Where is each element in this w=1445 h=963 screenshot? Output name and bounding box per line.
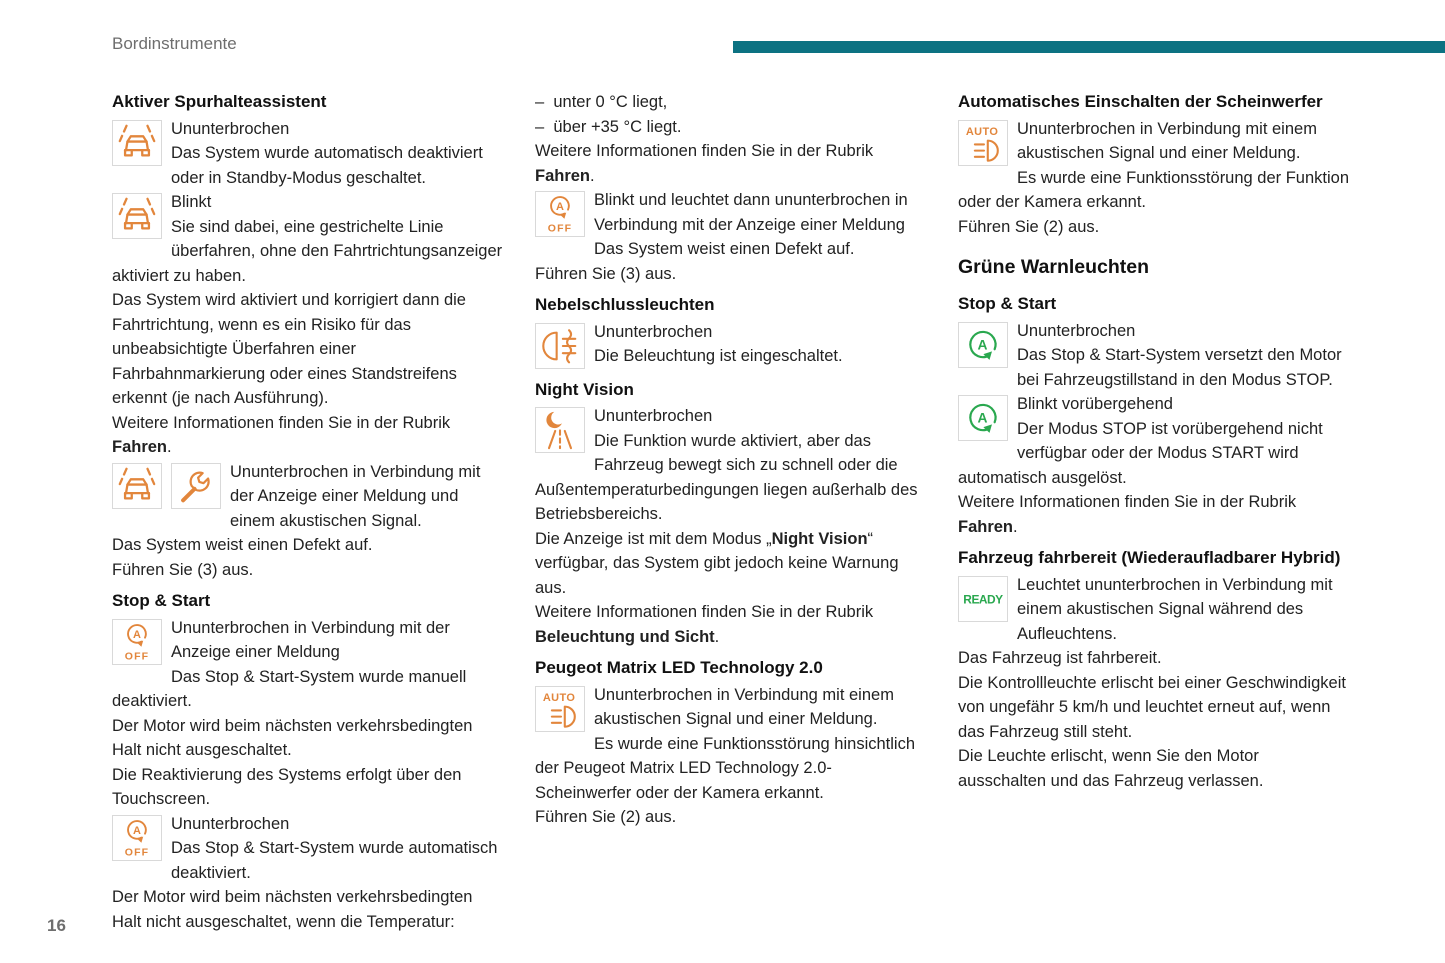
heading-stop-start-green: Stop & Start [958, 294, 1057, 313]
lane-keeping-icon [112, 462, 162, 509]
list-item: – über +35 °C liegt. [535, 117, 682, 136]
icon-block: Ununterbrochen in Verbindung mit der Anz… [112, 460, 504, 583]
paragraph: Weitere Informationen finden Sie in der … [958, 493, 1297, 536]
stop-start-green-icon [958, 321, 1008, 368]
icon-block: Ununterbrochen Die Beleuchtung ist einges… [535, 320, 927, 371]
icon-block: Ununterbrochen Das Stop & Start-System wu… [112, 812, 504, 935]
icon-block: Ununterbrochen Das Stop & Start-System ve… [958, 319, 1350, 393]
icon-block: Blinkt Sie sind dabei, eine gestrichelte … [112, 190, 504, 288]
breadcrumb: Bordinstrumente [112, 34, 237, 53]
heading-night-vision: Night Vision [535, 379, 634, 399]
heading-automatisches-einschalten: Automatisches Einschalten der Scheinwerf… [958, 92, 1323, 111]
page-number: 16 [47, 916, 66, 935]
column-3: Automatisches Einschalten der Scheinwerf… [958, 88, 1350, 934]
section-title-gruene-warnleuchten: Grüne Warnleuchten [958, 256, 1150, 278]
column-1: Aktiver Spurhalteassistent Ununterbroche… [112, 88, 504, 934]
stop-start-off-icon [112, 814, 162, 861]
paragraph: Weitere Informationen finden Sie in der … [112, 413, 451, 457]
list-item: – unter 0 °C liegt, [535, 93, 668, 111]
block-text: Ununterbrochen Das Stop & Start-System ve… [1017, 321, 1342, 389]
block-text: Ununterbrochen Die Funktion wurde aktivie… [535, 407, 918, 523]
night-vision-icon [535, 407, 585, 453]
paragraph: Die Anzeige ist mit dem Modus „Night Vis… [535, 529, 899, 597]
block-text: Ununterbrochen in Verbindung mit einem a… [535, 685, 916, 827]
paragraph: Weitere Informationen finden Sie in der … [535, 603, 874, 646]
wrench-icon [171, 462, 221, 509]
stop-start-green-icon [958, 395, 1008, 441]
header-accent-bar [733, 41, 1445, 53]
block-text: Leuchtet ununterbrochen in Verbindung mi… [958, 575, 1346, 790]
heading-matrix-led: Peugeot Matrix LED Technology 2.0 [535, 658, 823, 677]
block-text: Ununterbrochen in Verbindung mit einem a… [958, 119, 1350, 236]
icon-block: Leuchtet ununterbrochen in Verbindung mi… [958, 573, 1350, 794]
block-text: Blinkt und leuchtet dann ununterbrochen … [535, 191, 908, 283]
paragraph: Weitere Informationen finden Sie in der … [535, 142, 874, 185]
block-text: Ununterbrochen Das Stop & Start-System wu… [112, 814, 498, 931]
auto-headlight-icon [535, 685, 585, 732]
heading-stop-start: Stop & Start [112, 591, 211, 610]
auto-headlight-icon [958, 119, 1008, 166]
block-text: Blinkt vorübergehend Der Modus STOP ist v… [958, 395, 1323, 487]
lane-keeping-icon [112, 193, 162, 239]
block-text: Ununterbrochen Die Beleuchtung ist einges… [594, 322, 843, 366]
block-text: Ununterbrochen in Verbindung mit der Anz… [112, 462, 481, 579]
icon-block: Blinkt vorübergehend Der Modus STOP ist v… [958, 392, 1350, 490]
block-text: Ununterbrochen Das System wurde automatis… [171, 119, 483, 187]
content-columns: Aktiver Spurhalteassistent Ununterbroche… [112, 88, 1350, 934]
icon-block: Ununterbrochen Das System wurde automatis… [112, 117, 504, 191]
block-text: Blinkt Sie sind dabei, eine gestrichelte … [112, 193, 503, 285]
heading-fahrzeug-fahrbereit: Fahrzeug fahrbereit (Wiederaufladbarer H… [958, 548, 1341, 567]
stop-start-off-icon [112, 618, 162, 665]
icon-block: Ununterbrochen in Verbindung mit einem a… [535, 683, 927, 830]
icon-block: Blinkt und leuchtet dann ununterbrochen … [535, 188, 927, 286]
rear-fog-light-icon [535, 322, 585, 369]
column-2: – unter 0 °C liegt, – über +35 °C liegt.… [535, 88, 927, 934]
lane-keeping-icon [112, 119, 162, 166]
icon-block: Ununterbrochen Die Funktion wurde aktivie… [535, 404, 927, 527]
heading-nebelschlussleuchten: Nebelschlussleuchten [535, 295, 715, 314]
icon-block: Ununterbrochen in Verbindung mit der Anz… [112, 616, 504, 812]
icon-block: Ununterbrochen in Verbindung mit einem a… [958, 117, 1350, 240]
ready-indicator-icon [958, 575, 1008, 622]
block-text: Ununterbrochen in Verbindung mit der Anz… [112, 618, 473, 809]
paragraph: Das System wird aktiviert und korrigiert… [112, 291, 466, 407]
stop-start-off-icon [535, 191, 585, 237]
heading-aktiver-spurhalteassistent: Aktiver Spurhalteassistent [112, 92, 327, 111]
